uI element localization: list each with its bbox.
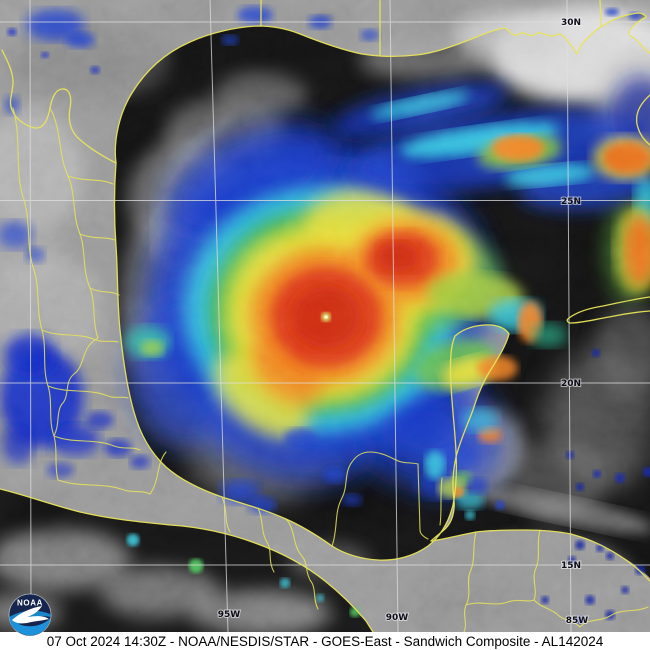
grid-labels: 30N 25N 20N 15N 95W 90W 85W (217, 17, 590, 627)
lat-label-15n: 15N (561, 561, 581, 571)
cloud-texture-fine (0, 0, 650, 632)
lon-label-90w: 90W (386, 613, 409, 623)
latlon-grid (0, 0, 650, 632)
caption-bar: 07 Oct 2024 14:30Z - NOAA/NESDIS/STAR - … (0, 632, 650, 650)
lat-label-25n: 25N (561, 197, 581, 207)
map-borders (0, 0, 650, 632)
lat-label-30n: 30N (561, 18, 581, 28)
lat-label-20n: 20N (561, 379, 581, 389)
lon-label-95w: 95W (218, 610, 241, 620)
lon-label-85w: 85W (566, 616, 589, 626)
noaa-logo: NOAA (8, 593, 52, 637)
satellite-imagery: 30N 25N 20N 15N 95W 90W 85W (0, 0, 650, 632)
noaa-gull-icon (12, 606, 49, 624)
noaa-logo-text: NOAA (17, 599, 43, 608)
caption-text: 07 Oct 2024 14:30Z - NOAA/NESDIS/STAR - … (46, 633, 604, 649)
